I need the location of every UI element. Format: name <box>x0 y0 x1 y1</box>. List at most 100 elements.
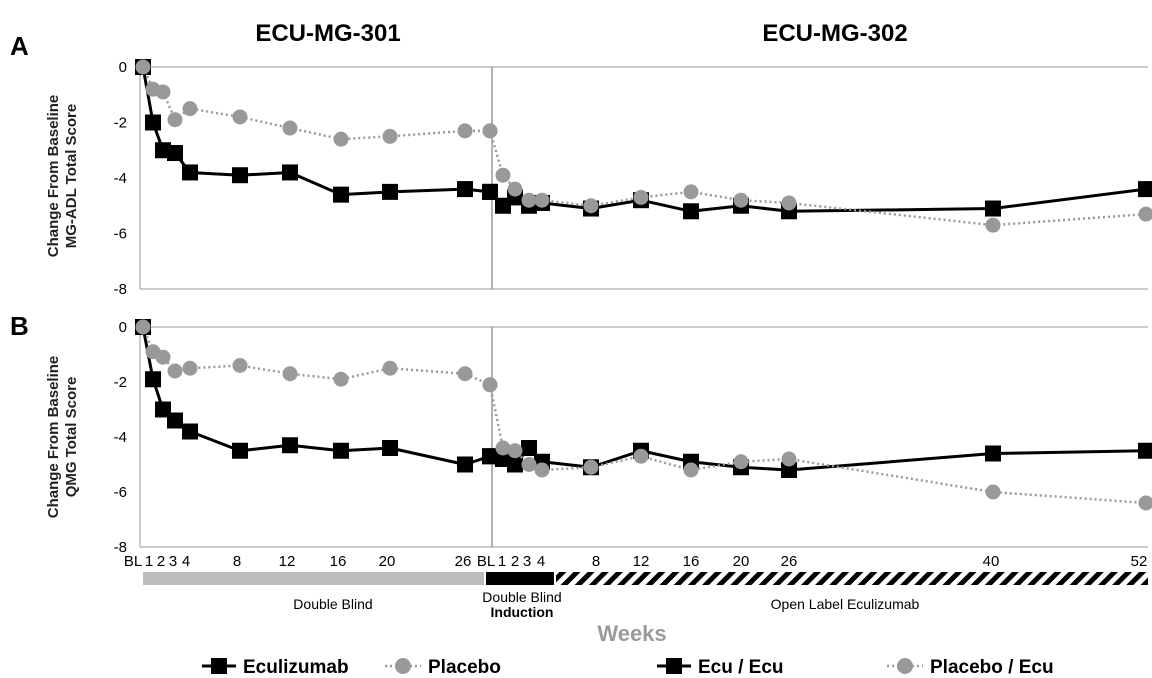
panel-b-ytick-1: -2 <box>114 374 127 391</box>
panel-b-placebo-ecu-point-2 <box>507 443 523 459</box>
x-tick-302-1: 1 <box>498 553 506 570</box>
panel-b-placebo-ecu-point-6 <box>633 448 649 464</box>
panel-a-ecu-ecu-point-0 <box>482 183 498 200</box>
panel-b-eculizumab-point-4 <box>182 423 198 440</box>
legend-placebo-ecu-marker <box>897 658 913 674</box>
panel-a-ylabel-line1: Change From Baseline <box>45 95 62 258</box>
double-blind-bar <box>143 572 484 585</box>
x-tick-301-9: 26 <box>455 553 472 570</box>
panel-b-placebo-point-2 <box>155 349 171 365</box>
study-title-301: ECU-MG-301 <box>255 20 400 47</box>
induction-label-line2: Induction <box>491 604 554 620</box>
x-tick-302-6: 12 <box>633 553 650 570</box>
x-tick-301-6: 12 <box>279 553 296 570</box>
panel-a-axes <box>139 66 1148 290</box>
panel-a-placebo-point-4 <box>182 101 198 117</box>
panel-a-ecu-ecu-point-10 <box>985 200 1001 217</box>
x-tick-301-5: 8 <box>233 553 241 570</box>
panel-a-placebo-point-0 <box>135 59 151 75</box>
panel-a-placebo-ecu-point-0 <box>482 123 498 139</box>
panel-b-placebo-point-3 <box>167 363 183 379</box>
panel-a-placebo-ecu-point-5 <box>583 198 599 214</box>
legend-ecu-ecu-marker <box>666 658 682 674</box>
x-tick-302-0: BL <box>477 553 495 570</box>
x-tick-302-2: 2 <box>511 553 519 570</box>
x-tick-301-8: 20 <box>379 553 396 570</box>
panel-a-ytick-1: -2 <box>114 115 127 132</box>
panel-a-eculizumab-point-4 <box>182 164 198 181</box>
panel-b-ecu-ecu-point-10 <box>985 445 1001 462</box>
panel-a-placebo-ecu-point-2 <box>507 181 523 197</box>
panel-b-placebo-ecu-point-9 <box>781 451 797 467</box>
x-tick-302-10: 40 <box>983 553 1000 570</box>
panel-b-ecu-ecu-point-0 <box>482 448 498 465</box>
panel-a-eculizumab-point-9 <box>457 181 473 198</box>
panel-letter-b: B <box>10 311 29 341</box>
panel-a-ecu-ecu-point-7 <box>683 203 699 220</box>
panel-b-ecu-ecu-point-9 <box>781 462 797 478</box>
panel-a-placebo-point-5 <box>232 109 248 125</box>
x-tick-302-7: 16 <box>683 553 700 570</box>
panel-a-eculizumab-point-6 <box>282 164 298 181</box>
panel-a-placebo-ecu-point-1 <box>495 167 511 183</box>
panel-b-placebo-point-9 <box>457 366 473 382</box>
legend-item-eculizumab: Eculizumab <box>202 657 349 678</box>
panel-b-axes <box>139 326 1148 548</box>
legend-item-placebo-ecu: Placebo / Ecu <box>887 657 1054 678</box>
study-title-302: ECU-MG-302 <box>762 20 907 47</box>
open-label-label: Open Label Eculizumab <box>771 596 920 612</box>
panel-a-ytick-3: -6 <box>114 226 127 243</box>
x-tick-302-9: 26 <box>781 553 798 570</box>
panel-a-eculizumab-point-3 <box>167 145 183 162</box>
legend-item-ecu-ecu: Ecu / Ecu <box>657 657 784 678</box>
panel-a-placebo-ecu-point-10 <box>985 217 1001 233</box>
panel-b-placebo-point-6 <box>282 366 298 382</box>
x-tick-302-3: 3 <box>523 553 531 570</box>
panel-a-placebo-point-9 <box>457 123 473 139</box>
panel-b-ytick-2: -4 <box>114 429 127 446</box>
legend-placebo-marker <box>395 658 411 674</box>
x-tick-302-8: 20 <box>733 553 750 570</box>
x-tick-302-4: 4 <box>537 553 545 570</box>
legend-item-placebo: Placebo <box>385 657 501 678</box>
panel-b-placebo-ecu-point-10 <box>985 484 1001 500</box>
panel-a-placebo-point-3 <box>167 112 183 128</box>
panel-b-placebo-point-8 <box>382 360 398 376</box>
panel-b-ecu-ecu-point-3 <box>521 440 537 456</box>
panel-a-ytick-0: 0 <box>119 59 127 76</box>
panel-letter-a: A <box>10 31 29 61</box>
panel-b-series <box>135 319 1152 511</box>
panel-b-placebo-point-0 <box>135 319 151 335</box>
x-axis-title: Weeks <box>597 621 666 646</box>
panel-a-placebo-ecu-point-9 <box>781 195 797 211</box>
x-tick-301-4: 4 <box>182 553 190 570</box>
double-blind-label: Double Blind <box>293 596 372 612</box>
induction-bar <box>486 572 554 585</box>
panel-a-placebo-ecu-point-7 <box>683 184 699 200</box>
open-label-bar <box>556 572 1148 585</box>
panel-a-eculizumab-point-7 <box>333 186 349 203</box>
panel-a-ecu-ecu-point-11 <box>1138 181 1152 198</box>
panel-b-ecu-ecu-point-2 <box>507 456 523 473</box>
panel-a-ytick-4: -8 <box>114 281 127 298</box>
panel-b-ylabel-line1: Change From Baseline <box>45 356 62 519</box>
panel-b-eculizumab-point-9 <box>457 456 473 473</box>
panel-b-placebo-point-4 <box>182 360 198 376</box>
panel-b-ylabel-line2: QMG Total Score <box>63 377 80 498</box>
panel-a-ytick-2: -4 <box>114 170 127 187</box>
panel-b-placebo-ecu-point-0 <box>482 377 498 393</box>
x-tick-301-0: BL <box>124 553 142 570</box>
panel-b-placebo-ecu-line-3 <box>488 384 1147 505</box>
panel-b-placebo-ecu-point-3 <box>521 457 537 472</box>
panel-b-ytick-0: 0 <box>119 319 127 336</box>
panel-a-eculizumab-point-5 <box>232 167 248 184</box>
panel-a-placebo-point-7 <box>333 131 349 147</box>
panel-b-ytick-4: -8 <box>114 539 127 556</box>
panel-a-series <box>135 59 1152 233</box>
panel-a-placebo-ecu-point-6 <box>633 189 649 205</box>
panel-b-placebo-ecu-point-1 <box>495 440 511 456</box>
panel-b-eculizumab-point-3 <box>167 412 183 429</box>
panel-a-placebo-ecu-point-11 <box>1138 206 1152 222</box>
panel-a-placebo-point-2 <box>155 84 171 100</box>
